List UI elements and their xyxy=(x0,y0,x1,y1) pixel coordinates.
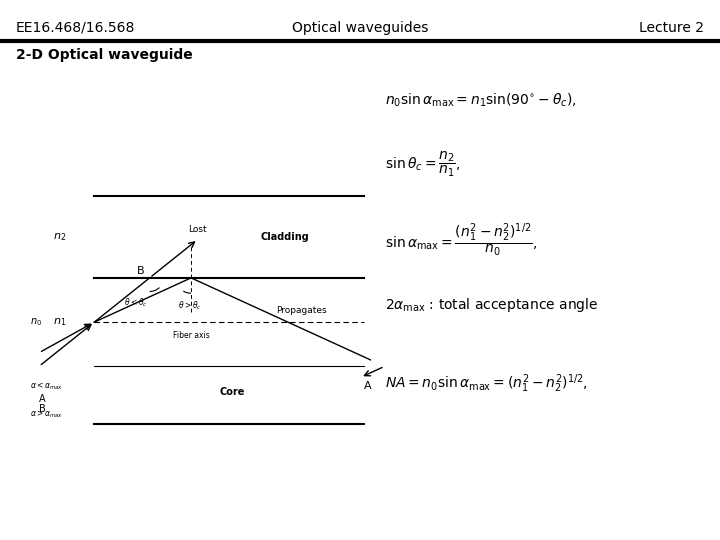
Text: $n_2$: $n_2$ xyxy=(53,231,66,243)
Text: $\theta < \theta_c$: $\theta < \theta_c$ xyxy=(124,296,148,309)
Text: Lecture 2: Lecture 2 xyxy=(639,21,704,35)
Text: 2-D Optical waveguide: 2-D Optical waveguide xyxy=(16,48,192,62)
Text: $\alpha < \alpha_{max}$: $\alpha < \alpha_{max}$ xyxy=(30,381,63,393)
Text: B: B xyxy=(137,266,145,276)
Text: $n_0 \sin\alpha_{\rm max} = n_1 \sin(90^{\circ} - \theta_c),$: $n_0 \sin\alpha_{\rm max} = n_1 \sin(90^… xyxy=(385,91,577,109)
Text: $\alpha > \alpha_{max}$: $\alpha > \alpha_{max}$ xyxy=(30,408,63,420)
Bar xyxy=(94,278,364,366)
Text: $n_1$: $n_1$ xyxy=(53,316,66,328)
Text: EE16.468/16.568: EE16.468/16.568 xyxy=(16,21,135,35)
Text: Core: Core xyxy=(220,387,246,397)
Text: Propagates: Propagates xyxy=(276,306,327,315)
Text: Fiber axis: Fiber axis xyxy=(173,330,210,340)
Text: A: A xyxy=(364,381,372,391)
Text: $\sin\alpha_{\rm max} = \dfrac{(n_1^2 - n_2^2)^{1/2}}{n_0},$: $\sin\alpha_{\rm max} = \dfrac{(n_1^2 - … xyxy=(385,221,538,259)
Text: Cladding: Cladding xyxy=(260,232,309,242)
Text: Optical waveguides: Optical waveguides xyxy=(292,21,428,35)
Text: $n_0$: $n_0$ xyxy=(30,316,42,328)
Text: $\theta > \theta_c$: $\theta > \theta_c$ xyxy=(178,300,201,313)
Bar xyxy=(94,366,364,424)
Bar xyxy=(94,196,364,278)
Text: $NA = n_0 \sin\alpha_{\rm max} = (n_1^2 - n_2^2)^{1/2},$: $NA = n_0 \sin\alpha_{\rm max} = (n_1^2 … xyxy=(385,372,588,395)
Text: $2\alpha_{\rm max}$ : total acceptance angle: $2\alpha_{\rm max}$ : total acceptance a… xyxy=(385,296,598,314)
Text: A: A xyxy=(39,394,46,404)
Text: Lost: Lost xyxy=(189,225,207,234)
Text: B: B xyxy=(39,404,46,414)
Text: $\sin\theta_c = \dfrac{n_2}{n_1},$: $\sin\theta_c = \dfrac{n_2}{n_1},$ xyxy=(385,150,461,179)
